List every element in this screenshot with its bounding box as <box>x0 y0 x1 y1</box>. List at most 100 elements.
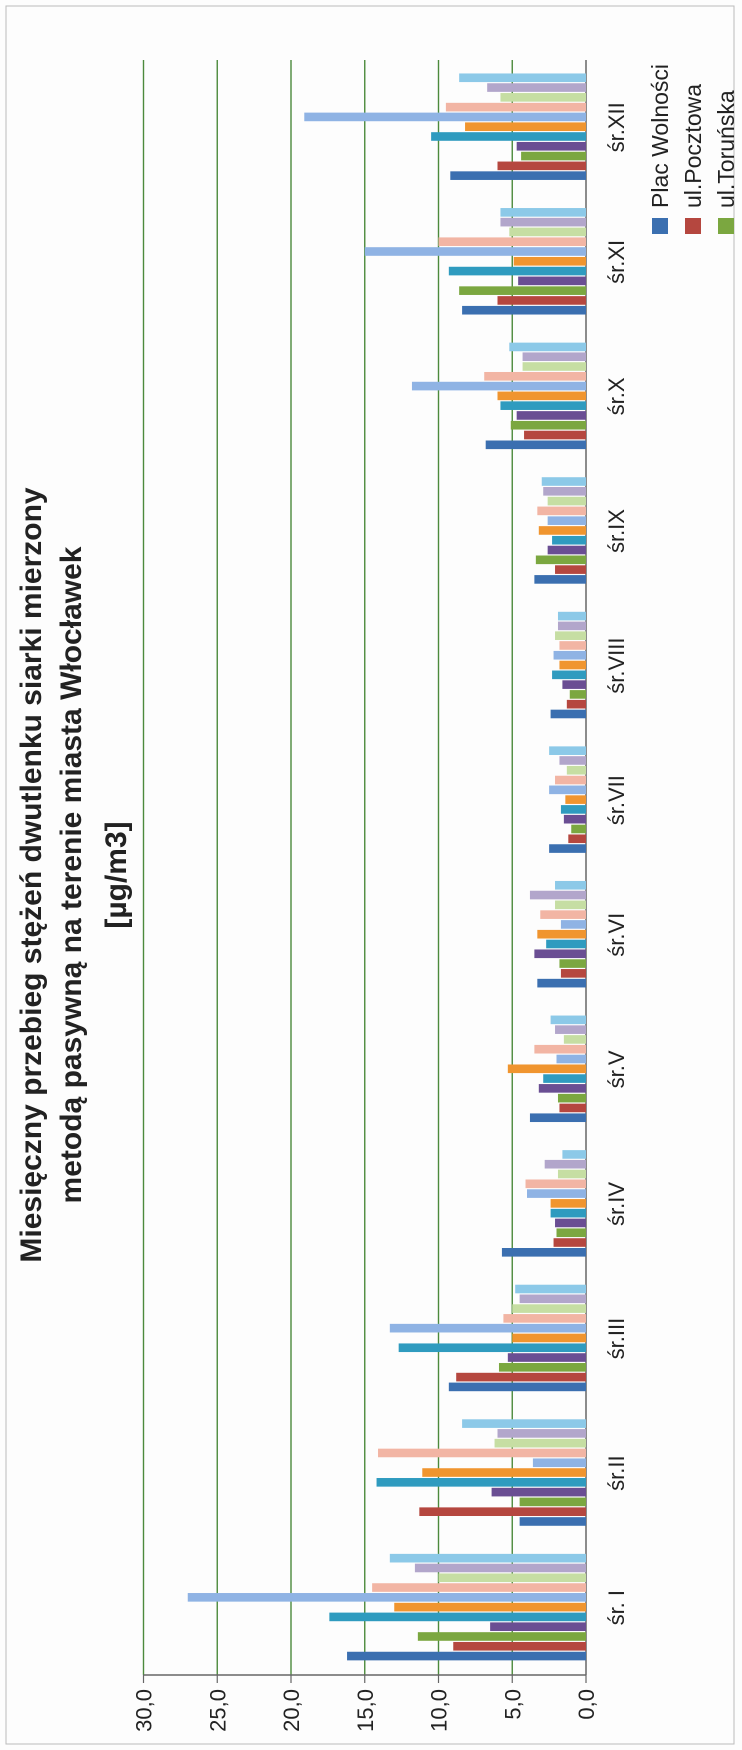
legend-swatch <box>718 218 734 234</box>
bar <box>534 1044 586 1054</box>
bar <box>535 555 586 565</box>
bar <box>566 699 586 709</box>
bar-group <box>549 746 586 853</box>
bar <box>553 650 586 660</box>
bar <box>555 565 586 574</box>
bar <box>398 1343 586 1353</box>
bar <box>559 959 586 968</box>
bar <box>513 256 586 266</box>
category-label: śr.IV <box>604 1182 629 1226</box>
bar <box>571 824 586 834</box>
bar <box>522 362 586 371</box>
bar <box>550 1015 586 1025</box>
bar <box>555 631 586 640</box>
bar <box>448 1382 586 1392</box>
bar <box>431 132 586 141</box>
bar <box>568 834 586 844</box>
chart-title-line: [µg/m3] <box>100 821 133 928</box>
bar <box>507 1353 586 1362</box>
bar <box>329 1612 586 1622</box>
bar <box>503 1314 586 1323</box>
bar <box>550 709 586 719</box>
bar <box>549 844 586 853</box>
bar <box>417 1632 586 1641</box>
bar <box>560 969 586 978</box>
legend-label: ul.Pocztowa <box>680 84 706 208</box>
bar <box>491 1487 586 1497</box>
legend-label: Plac Wolności <box>647 64 673 208</box>
chart-frame <box>5 5 735 1745</box>
bar <box>500 217 586 227</box>
bar <box>550 1199 586 1208</box>
bar <box>550 1208 586 1218</box>
bar <box>555 880 586 890</box>
bar <box>497 296 586 305</box>
bar <box>538 526 586 535</box>
bar <box>557 621 586 631</box>
legend-label: ul.Toruńska <box>713 90 739 208</box>
bar <box>465 122 586 132</box>
category-label: śr.XI <box>604 240 629 284</box>
bar <box>543 1074 586 1083</box>
chart-title-line: metodą pasywną na terenie miasta Włocław… <box>55 546 88 1203</box>
bar <box>560 805 586 814</box>
bar <box>487 83 586 92</box>
bar-group <box>529 880 586 988</box>
bar <box>498 1363 586 1372</box>
bar-group <box>507 1015 586 1123</box>
bar <box>565 795 586 804</box>
bar <box>414 1563 586 1573</box>
category-label: śr. I <box>604 1590 629 1625</box>
bar <box>529 1113 586 1123</box>
bar <box>556 1054 586 1064</box>
bars: śr. I śr.II śr.III śr.IV śr.V śr.VI śr.VII śr.V… <box>187 73 629 1661</box>
bar <box>507 1064 586 1074</box>
bar <box>512 1333 586 1343</box>
category-label: śr.XII <box>604 102 629 152</box>
bar <box>532 1458 586 1468</box>
value-tick-label: 15,0 <box>353 1689 378 1732</box>
bar <box>500 208 586 217</box>
value-tick-label: 0,0 <box>574 1689 599 1720</box>
bar <box>509 227 586 237</box>
bar <box>538 1084 586 1093</box>
bar <box>557 1169 586 1179</box>
bar <box>389 1323 586 1333</box>
category-label: śr.X <box>604 377 629 415</box>
bar <box>497 391 586 401</box>
bar <box>524 430 586 440</box>
category-label: śr.VIII <box>604 638 629 694</box>
bar <box>555 1025 586 1034</box>
bar <box>559 660 586 670</box>
bar <box>519 1294 586 1304</box>
bar <box>569 690 586 699</box>
bar <box>543 486 586 496</box>
bar <box>534 575 586 584</box>
bar-group <box>376 1419 586 1526</box>
bar <box>557 611 586 621</box>
bar <box>516 411 586 420</box>
bar-group <box>364 208 586 315</box>
bar <box>544 1159 586 1169</box>
bar <box>537 929 586 939</box>
bar <box>376 1478 586 1487</box>
category-label: śr.VI <box>604 913 629 957</box>
legend-item: Plac Wolności <box>647 64 673 234</box>
bar <box>438 237 586 247</box>
bar <box>522 352 586 362</box>
bar <box>562 1150 586 1159</box>
bar <box>562 680 586 689</box>
bar <box>537 506 586 516</box>
bar <box>553 1238 586 1247</box>
value-tick-label: 30,0 <box>132 1689 157 1732</box>
bar <box>546 939 586 949</box>
bar <box>547 516 586 525</box>
bar <box>304 112 586 122</box>
bar <box>459 286 586 295</box>
bar <box>518 276 586 286</box>
bar-group <box>411 342 586 450</box>
bar <box>540 910 586 919</box>
bar <box>521 151 586 161</box>
bar <box>559 756 586 765</box>
